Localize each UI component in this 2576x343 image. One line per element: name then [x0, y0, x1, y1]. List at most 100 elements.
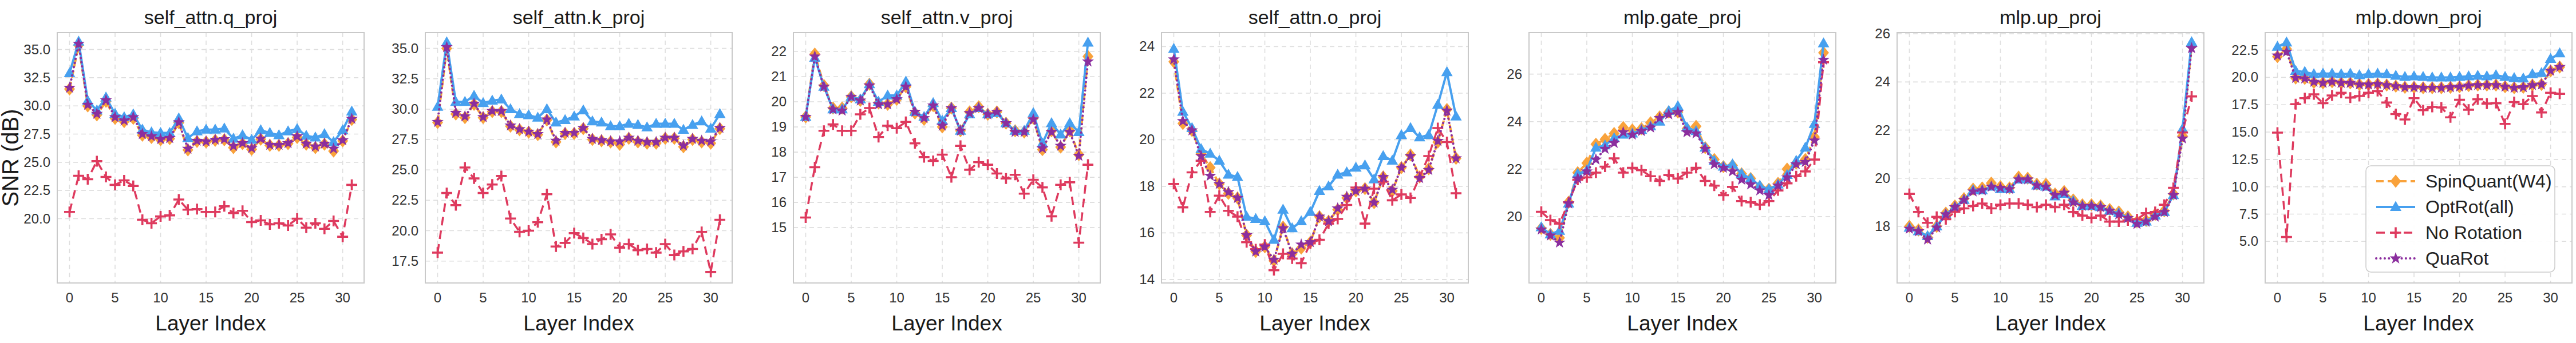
triangle-icon	[1441, 66, 1453, 77]
plus-icon	[955, 141, 966, 151]
y-tick-label: 17.5	[392, 253, 418, 269]
plus-icon	[2491, 98, 2502, 109]
y-tick-label: 32.5	[23, 70, 50, 85]
plus-icon	[937, 149, 948, 160]
plus-icon	[532, 217, 543, 228]
subplot-self_attn.o_proj: 141618202224051015202530self_attn.o_proj…	[1104, 0, 1472, 343]
series-SpinQuant(W4)	[1168, 55, 1461, 267]
triangle-icon	[1396, 129, 1407, 139]
plus-icon	[2272, 127, 2283, 138]
subplot-self_attn.k_proj: 17.520.022.525.027.530.032.535.005101520…	[368, 0, 736, 343]
triangle-icon	[2490, 69, 2502, 79]
series-QuaRot	[1535, 54, 1830, 248]
y-axis-label: SNR (dB)	[0, 109, 23, 206]
plus-icon	[246, 217, 257, 228]
triangle-icon	[1305, 206, 1316, 216]
triangle-icon	[623, 118, 634, 128]
plus-icon	[432, 247, 443, 258]
x-tick-label: 0	[434, 290, 441, 305]
triangle-icon	[1082, 37, 1094, 47]
plus-icon	[2545, 87, 2556, 98]
triangle-icon	[496, 93, 507, 103]
subplot-canvas-self_attn.k_proj: 17.520.022.525.027.530.032.535.005101520…	[368, 0, 736, 343]
plus-icon	[1451, 188, 1461, 199]
subplot-title: self_attn.k_proj	[513, 6, 645, 28]
y-tick-label: 7.5	[2239, 206, 2258, 222]
y-tick-label: 22.5	[23, 182, 50, 198]
axes-border	[425, 33, 732, 283]
triangle-icon	[2281, 37, 2292, 47]
y-tick-label: 32.5	[392, 71, 418, 86]
triangle-icon	[2408, 70, 2420, 80]
y-tick-label: 26	[1875, 26, 1890, 41]
y-tick-label: 15	[771, 220, 787, 235]
plus-icon	[2445, 112, 2456, 123]
x-tick-label: 15	[935, 290, 950, 305]
x-tick-label: 10	[1625, 290, 1640, 305]
plus-icon	[460, 162, 471, 173]
plus-icon	[2041, 200, 2052, 210]
plus-icon	[1269, 265, 1279, 276]
subplot-canvas-mlp.gate_proj: 20222426051015202530mlp.gate_projLayer I…	[1472, 0, 1840, 343]
subplot-mlp.up_proj: 1820222426051015202530mlp.up_projLayer I…	[1840, 0, 2208, 343]
gridlines	[1529, 33, 1836, 283]
x-tick-label: 0	[2274, 290, 2281, 305]
plus-icon	[596, 234, 607, 245]
x-tick-label: 25	[1761, 290, 1777, 305]
plus-icon	[569, 228, 580, 238]
triangle-icon	[1405, 122, 1416, 133]
x-tick-label: 25	[290, 290, 305, 305]
plus-icon	[714, 214, 725, 225]
subplot-title: mlp.gate_proj	[1623, 6, 1741, 28]
y-tick-label: 27.5	[23, 126, 50, 142]
plus-icon	[1064, 177, 1075, 188]
triangle-icon	[2372, 67, 2383, 77]
series-No Rotation	[1536, 57, 1829, 229]
series-OptRot(all)	[1535, 37, 1829, 238]
y-tick-label: 17.5	[2231, 97, 2258, 112]
plus-icon	[2013, 198, 2024, 209]
y-tick-label: 15.0	[2231, 124, 2258, 139]
triangle-icon	[319, 128, 330, 138]
plus-icon	[228, 208, 239, 218]
plus-icon	[1360, 218, 1370, 229]
series-line	[70, 161, 352, 237]
plus-icon	[705, 266, 716, 277]
plus-icon	[846, 125, 856, 136]
plus-icon	[523, 225, 534, 236]
y-tick-label: 21	[771, 69, 787, 84]
series-OptRot(all)	[432, 37, 725, 134]
plus-icon	[1187, 167, 1198, 178]
plus-icon	[2095, 210, 2106, 221]
plus-icon	[1599, 161, 1610, 172]
y-tick-label: 24	[1139, 38, 1155, 54]
x-tick-label: 15	[2038, 290, 2054, 305]
y-tick-label: 22	[1875, 122, 1890, 138]
x-tick-label: 25	[1026, 290, 1041, 305]
x-tick-label: 0	[1170, 290, 1178, 305]
x-tick-label: 25	[2498, 290, 2513, 305]
x-tick-label: 20	[980, 290, 995, 305]
axes-border	[57, 33, 364, 283]
gridlines	[1897, 33, 2204, 283]
x-tick-label: 15	[1303, 290, 1318, 305]
x-tick-label: 10	[1993, 290, 2008, 305]
plus-icon	[1205, 206, 1216, 217]
plus-icon	[1341, 200, 1352, 210]
x-tick-label: 5	[111, 290, 118, 305]
plus-icon	[2345, 92, 2356, 103]
axes-border	[793, 33, 1100, 283]
plus-icon	[2391, 109, 2401, 119]
plus-icon	[1727, 181, 1738, 192]
series-line	[70, 42, 352, 142]
x-tick-label: 30	[1807, 290, 1822, 305]
x-tick-label: 5	[1215, 290, 1223, 305]
plus-icon	[1913, 206, 1924, 217]
x-tick-label: 30	[1071, 290, 1086, 305]
subplot-title: self_attn.o_proj	[1249, 6, 1382, 28]
x-tick-label: 5	[1951, 290, 1958, 305]
y-tick-label: 30.0	[392, 101, 418, 117]
series-line	[438, 49, 720, 147]
x-tick-label: 0	[66, 290, 73, 305]
y-tick-label: 26	[1507, 66, 1522, 82]
